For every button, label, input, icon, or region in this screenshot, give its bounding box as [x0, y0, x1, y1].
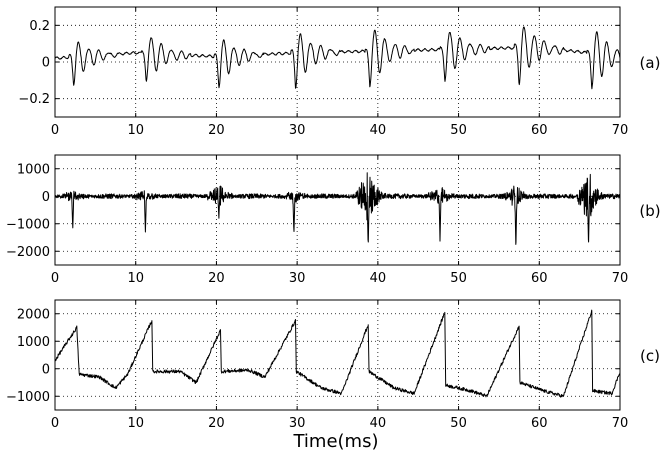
y-tick-label: 2000: [17, 307, 50, 322]
x-tick-label: 20: [208, 416, 225, 431]
x-tick-label: 0: [51, 416, 59, 431]
axes-frame: [54, 299, 621, 411]
x-tick-label: 10: [127, 123, 144, 138]
x-tick-label: 20: [208, 123, 225, 138]
y-tick-label: 0.2: [29, 19, 50, 34]
y-tick-label: 1000: [17, 335, 50, 350]
y-tick-label: −1000: [6, 217, 50, 232]
axes-frame: [54, 154, 621, 266]
x-tick-label: 10: [127, 271, 144, 286]
y-tick-label: 1000: [17, 162, 50, 177]
y-tick-label: 0: [42, 56, 50, 71]
panel-label: (b): [639, 202, 660, 220]
x-tick-label: 10: [127, 416, 144, 431]
panel-a: 0 10 20 30 40 50 60 70 0.2 0 −0.2 (a): [18, 6, 661, 138]
x-tick-label: 70: [612, 271, 629, 286]
x-tick-label: 50: [450, 123, 467, 138]
panel-label: (c): [640, 347, 660, 365]
x-tick-label: 70: [612, 123, 629, 138]
x-tick-label: 30: [289, 271, 306, 286]
x-tick-label: 50: [450, 271, 467, 286]
series-line: [54, 309, 621, 398]
y-tick-label: −1000: [6, 390, 50, 405]
x-tick-label: 0: [51, 123, 59, 138]
x-tick-label: 50: [450, 416, 467, 431]
x-tick-label: 40: [370, 123, 387, 138]
x-tick-label: 40: [370, 416, 387, 431]
x-axis-label: Time(ms): [292, 431, 378, 452]
x-tick-label: 70: [612, 416, 629, 431]
panel-label: (a): [640, 54, 661, 72]
x-tick-label: 30: [289, 123, 306, 138]
x-tick-label: 0: [51, 271, 59, 286]
x-tick-label: 60: [531, 271, 548, 286]
x-tick-label: 40: [370, 271, 387, 286]
x-tick-label: 30: [289, 416, 306, 431]
y-tick-label: 0: [42, 362, 50, 377]
series-line: [54, 26, 621, 90]
y-tick-label: −2000: [6, 245, 50, 260]
x-tick-label: 60: [531, 416, 548, 431]
y-tick-label: −0.2: [18, 92, 50, 107]
series-line: [54, 172, 621, 245]
x-tick-label: 60: [531, 123, 548, 138]
x-tick-label: 20: [208, 271, 225, 286]
panel-b: 0 10 20 30 40 50 60 70 1000 0 −1000 −2000 (b): [6, 154, 661, 286]
y-tick-label: 0: [42, 190, 50, 205]
